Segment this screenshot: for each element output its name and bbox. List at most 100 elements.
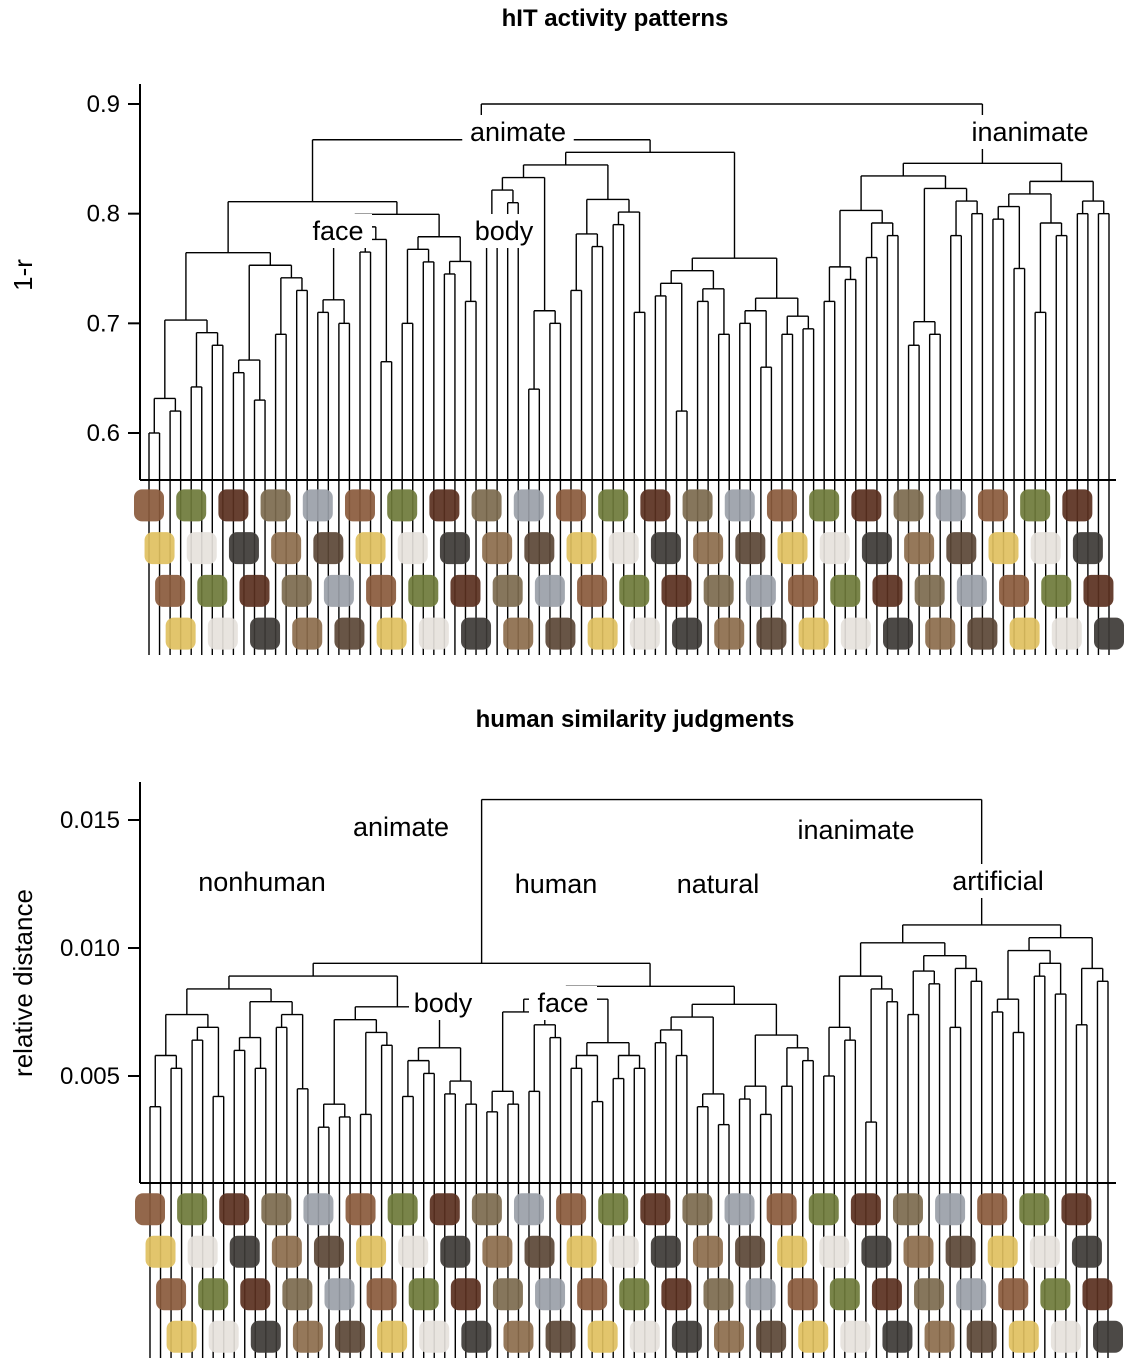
stimulus-thumbnail [871,1278,902,1311]
cluster-label-bg [785,813,927,847]
stimulus-thumbnail [566,1235,597,1268]
cluster-label-inanimate: inanimate [971,117,1088,147]
bottom-chart-title: human similarity judgments [476,706,795,733]
stimulus-thumbnail [228,532,259,565]
stimulus-thumbnail [829,1278,860,1311]
stimulus-thumbnail [177,1193,208,1226]
stimulus-thumbnail [144,532,175,565]
stimulus-thumbnail [524,1235,555,1268]
cluster-label-bg [304,214,372,248]
stimulus-thumbnail [218,489,249,522]
stimulus-thumbnail [292,1320,323,1353]
stimulus-thumbnail [766,489,797,522]
stimulus-thumbnail [323,574,354,607]
stimulus-thumbnail [977,489,1008,522]
stimulus-thumbnail [398,1235,429,1268]
stimulus-thumbnail [335,1320,366,1353]
stimulus-thumbnail [482,532,513,565]
stimulus-thumbnail [840,617,871,650]
stimulus-thumbnail [850,1193,881,1226]
stimulus-thumbnail [555,489,586,522]
stimulus-thumbnail [851,489,882,522]
stimulus-thumbnail [935,1193,966,1226]
stimulus-thumbnail [819,1235,850,1268]
cluster-label-artificial: artificial [952,866,1044,896]
stimulus-thumbnail [198,1278,229,1311]
stimulus-thumbnail [260,489,291,522]
stimulus-thumbnail [809,489,840,522]
stimulus-thumbnail [904,532,935,565]
stimulus-thumbnail [946,532,977,565]
stimulus-thumbnail [513,489,544,522]
cluster-label-bg [470,214,538,248]
y-tick-label: 0.7 [87,310,120,337]
stimulus-thumbnail [1061,1193,1092,1226]
y-tick-label: 0.010 [60,935,120,962]
stimulus-thumbnail [1071,1235,1102,1268]
bottom-y-ticks: 0.005 0.010 0.015 [60,807,140,1090]
stimulus-thumbnail [650,532,681,565]
stimulus-thumbnail [250,617,281,650]
stimulus-thumbnail [882,1320,913,1353]
stimulus-thumbnail [208,1320,239,1353]
stimulus-thumbnail [608,1235,639,1268]
stimulus-thumbnail [724,489,755,522]
stimulus-thumbnail [366,1278,397,1311]
stimulus-thumbnail [303,1193,334,1226]
cluster-label-body: body [414,988,473,1018]
stimulus-thumbnail [1072,532,1103,565]
stimulus-thumbnail [166,1320,197,1353]
stimulus-thumbnail [1082,1278,1113,1311]
stimulus-thumbnail [598,1193,629,1226]
stimulus-thumbnail [503,617,534,650]
stimulus-thumbnail [640,1193,671,1226]
top-stimulus-thumbnails [134,489,1124,650]
stimulus-thumbnail [345,1193,376,1226]
stimulus-thumbnail [693,532,724,565]
stimulus-thumbnail [977,1193,1008,1226]
stimulus-thumbnail [893,489,924,522]
stimulus-thumbnail [819,532,850,565]
top-y-axis-label: 1-r [8,259,38,291]
stimulus-thumbnail [692,1235,723,1268]
stimulus-thumbnail [914,1278,945,1311]
stimulus-thumbnail [608,532,639,565]
cluster-label-bg [959,115,1101,149]
stimulus-thumbnail [344,489,375,522]
stimulus-thumbnail [703,1278,734,1311]
cluster-label-face: face [537,988,588,1018]
stimulus-thumbnail [535,1278,566,1311]
stimulus-thumbnail [830,574,861,607]
cluster-label-bg [409,986,477,1020]
stimulus-thumbnail [577,1278,608,1311]
stimulus-thumbnail [1050,1320,1081,1353]
stimulus-thumbnail [176,489,207,522]
stimulus-thumbnail [619,574,650,607]
stimulus-thumbnail [735,532,766,565]
stimulus-thumbnail [650,1235,681,1268]
stimulus-thumbnail [945,1235,976,1268]
stimulus-thumbnail [756,617,787,650]
stimulus-thumbnail [798,617,829,650]
stimulus-thumbnail [471,489,502,522]
stimulus-thumbnail [640,489,671,522]
cluster-label-body: body [475,216,534,246]
stimulus-thumbnail [334,617,365,650]
cluster-label-bg [529,986,597,1020]
stimulus-thumbnail [798,1320,829,1353]
stimulus-thumbnail [1093,1320,1123,1353]
stimulus-thumbnail [366,574,397,607]
stimulus-thumbnail [187,1235,218,1268]
stimulus-thumbnail [956,1278,987,1311]
stimulus-thumbnail [756,1320,787,1353]
stimulus-thumbnail [956,574,987,607]
stimulus-thumbnail [556,1193,587,1226]
stimulus-thumbnail [207,617,238,650]
stimulus-thumbnail [450,574,481,607]
stimulus-thumbnail [735,1235,766,1268]
stimulus-thumbnail [883,617,914,650]
stimulus-thumbnail [1051,617,1082,650]
stimulus-thumbnail [682,1193,713,1226]
stimulus-thumbnail [861,532,892,565]
stimulus-thumbnail [356,1235,387,1268]
